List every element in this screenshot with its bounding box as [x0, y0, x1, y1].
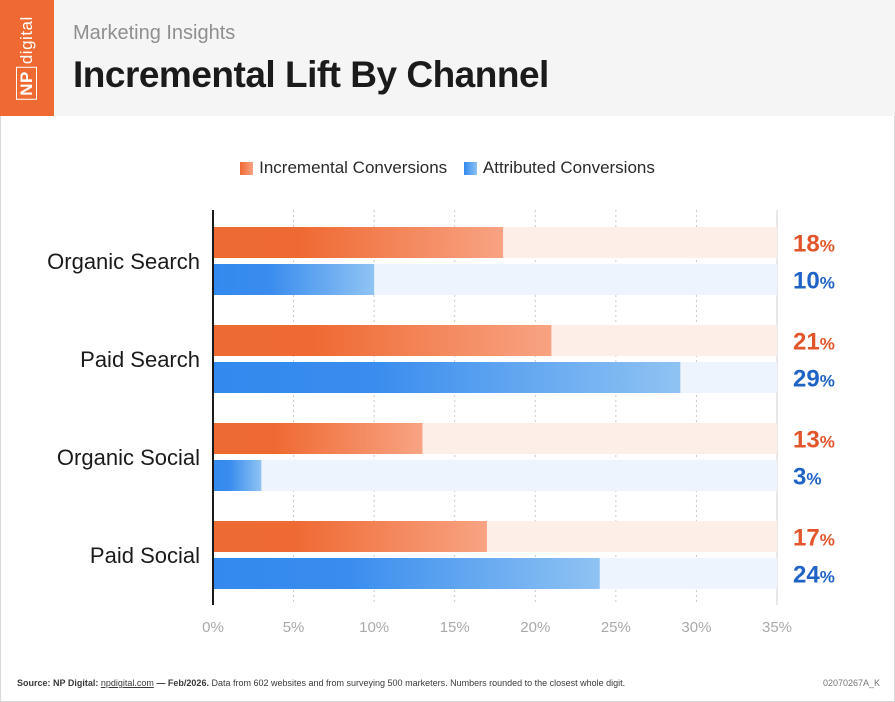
chart-legend: Incremental Conversions Attributed Conve…	[0, 158, 895, 180]
category-label: Paid Social	[90, 543, 200, 568]
bar-attributed	[213, 460, 262, 491]
x-tick-label: 10%	[359, 619, 389, 636]
page-subtitle: Marketing Insights	[73, 22, 236, 44]
source-footer: Source: NP Digital: npdigital.com — Feb/…	[17, 678, 625, 688]
x-tick-label: 35%	[762, 619, 792, 636]
legend-label-incremental: Incremental Conversions	[259, 158, 448, 177]
category-label: Organic Search	[47, 249, 200, 274]
bar-incremental	[213, 325, 552, 356]
data-label: 13%	[793, 427, 835, 454]
category-label: Organic Social	[57, 445, 200, 470]
legend-item-attributed: Attributed Conversions	[463, 158, 655, 178]
legend-item-incremental: Incremental Conversions	[240, 158, 447, 178]
bar-incremental	[213, 227, 504, 258]
data-label: 29%	[793, 366, 835, 393]
bar-attributed	[213, 362, 681, 393]
data-label: 17%	[793, 525, 835, 552]
data-label: 21%	[793, 329, 835, 356]
x-tick-label: 25%	[601, 619, 631, 636]
np-digital-logo: NPdigital	[0, 0, 54, 116]
data-label: 10%	[793, 268, 835, 295]
source-link[interactable]: npdigital.com	[100, 678, 154, 688]
data-label: 24%	[793, 562, 835, 589]
x-tick-label: 30%	[681, 619, 711, 636]
bar-track	[213, 460, 777, 491]
legend-swatch-orange	[240, 161, 254, 175]
source-date: — Feb/2026.	[156, 678, 209, 688]
data-label: 18%	[793, 231, 835, 258]
source-label: Source: NP Digital:	[17, 678, 99, 688]
page-title: Incremental Lift By Channel	[73, 54, 549, 95]
legend-swatch-blue	[463, 161, 477, 175]
x-tick-label: 20%	[520, 619, 550, 636]
bar-incremental	[213, 521, 487, 552]
bar-attributed	[213, 558, 600, 589]
image-code: 02070267A_K	[822, 678, 880, 688]
bar-incremental	[213, 423, 423, 454]
x-tick-label: 5%	[283, 619, 305, 636]
header: NPdigital Marketing Insights Incremental…	[0, 0, 895, 116]
category-label: Paid Search	[80, 347, 200, 372]
x-tick-label: 0%	[202, 619, 224, 636]
bar-attributed	[213, 264, 375, 295]
legend-label-attributed: Attributed Conversions	[482, 158, 655, 177]
source-note: Data from 602 websites and from surveyin…	[211, 678, 626, 688]
x-tick-label: 15%	[440, 619, 470, 636]
data-label: 3%	[793, 464, 821, 491]
